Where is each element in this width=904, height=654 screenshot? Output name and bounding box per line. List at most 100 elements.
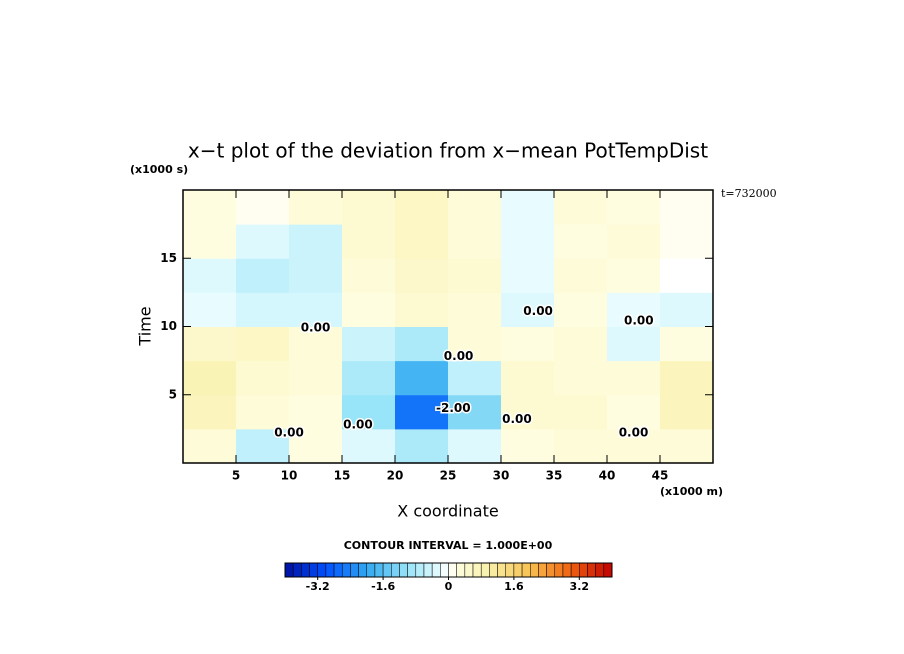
- field-cell: [236, 428, 290, 464]
- field-cell: [607, 360, 661, 396]
- field-cell: [342, 224, 396, 259]
- field-cell: [395, 326, 449, 362]
- x-tick-label: 25: [440, 469, 457, 483]
- contour-interval: CONTOUR INTERVAL = 1.000E+00: [344, 539, 553, 552]
- x-tick-label: 15: [334, 469, 351, 483]
- colorbar-swatch: [554, 562, 564, 578]
- field-cell: [607, 258, 661, 293]
- x-tick-label: 20: [387, 469, 404, 483]
- field-cell: [607, 224, 661, 259]
- contour-label: 0.00: [444, 349, 474, 363]
- y-tick-label: 5: [169, 387, 177, 401]
- contour-label: 0.00: [274, 425, 304, 439]
- field-cell: [395, 292, 449, 327]
- colorbar-swatch: [317, 562, 327, 578]
- field-cell: [660, 190, 714, 225]
- field-cell: [236, 394, 290, 430]
- field-cell: [342, 394, 396, 430]
- field-cell: [236, 360, 290, 396]
- contour-label: 0.00: [523, 304, 553, 318]
- field-cell: [183, 292, 237, 327]
- field-cell: [183, 224, 237, 259]
- field-cell: [289, 394, 343, 430]
- colorbar-swatch: [301, 562, 310, 578]
- field-cell: [395, 258, 449, 293]
- field-cell: [342, 292, 396, 327]
- field-cell: [554, 394, 608, 430]
- field-cell: [236, 224, 290, 259]
- colorbar-swatch: [341, 562, 351, 578]
- field-cell: [183, 190, 237, 225]
- colorbar-swatch: [333, 562, 343, 578]
- field-cell: [607, 326, 661, 362]
- colorbar-swatch: [538, 562, 547, 578]
- field-cell: [342, 360, 396, 396]
- field-cell: [607, 292, 661, 327]
- field-cell: [342, 428, 396, 464]
- field-cell: [342, 258, 396, 293]
- contour-label: 0.00: [619, 425, 649, 439]
- field-cell: [448, 258, 502, 293]
- colorbar-swatch: [292, 562, 302, 578]
- field-cell: [501, 360, 555, 396]
- x-unit: (x1000 m): [660, 485, 723, 498]
- colorbar-swatch: [358, 562, 368, 578]
- colorbar-swatch: [472, 562, 482, 578]
- colorbar-swatch: [382, 562, 392, 578]
- colorbar-swatch: [448, 562, 457, 578]
- field-cell: [289, 428, 343, 464]
- field-cell: [660, 326, 714, 362]
- colorbar-swatch: [579, 562, 588, 578]
- field-cell: [183, 258, 237, 293]
- colorbar-tick-label: -3.2: [306, 580, 330, 593]
- field-cell: [554, 360, 608, 396]
- field-cell: [289, 292, 343, 327]
- colorbar-swatch: [284, 562, 294, 578]
- field-cell: [660, 394, 714, 430]
- field-cell: [660, 224, 714, 259]
- colorbar-swatch: [505, 562, 515, 578]
- field-cell: [236, 326, 290, 362]
- y-unit: (x1000 s): [130, 163, 188, 176]
- field-cell: [607, 394, 661, 430]
- colorbar-swatch: [350, 562, 359, 578]
- colorbar-swatch: [603, 562, 613, 578]
- field-cell: [342, 190, 396, 225]
- field-cell: [183, 428, 237, 464]
- field-cell: [342, 326, 396, 362]
- colorbar-swatch: [391, 562, 400, 578]
- colorbar-tick-label: 0: [445, 580, 453, 593]
- x-tick-label: 5: [232, 469, 240, 483]
- x-tick-label: 35: [546, 469, 563, 483]
- colorbar-tick-label: -1.6: [371, 580, 395, 593]
- field-cell: [501, 326, 555, 362]
- contour-label: 0.00: [624, 314, 654, 328]
- colorbar-swatch: [456, 562, 466, 578]
- field-cell: [501, 224, 555, 259]
- colorbar-swatch: [489, 562, 498, 578]
- colorbar-swatch: [366, 562, 376, 578]
- colorbar-swatch: [513, 562, 523, 578]
- colorbar-swatch: [497, 562, 506, 578]
- field-cell: [395, 360, 449, 396]
- field-cell: [448, 360, 502, 396]
- field-cell: [289, 224, 343, 259]
- field-cell: [448, 428, 502, 464]
- field-cell: [607, 190, 661, 225]
- colorbar-swatch: [407, 562, 417, 578]
- colorbar-swatch: [521, 562, 531, 578]
- field-cell: [554, 292, 608, 327]
- colorbar-swatch: [431, 562, 441, 578]
- x-tick-label: 40: [599, 469, 616, 483]
- field-cell: [236, 190, 290, 225]
- colorbar-swatch: [595, 562, 605, 578]
- field-cell: [236, 258, 290, 293]
- field-cell: [448, 394, 502, 430]
- field-cell: [501, 190, 555, 225]
- colorbar-swatch: [325, 562, 335, 578]
- field-cell: [183, 394, 237, 430]
- field-cell: [501, 428, 555, 464]
- field-cell: [501, 258, 555, 293]
- contour-label: 0.00: [301, 320, 331, 334]
- colorbar-swatch: [423, 562, 433, 578]
